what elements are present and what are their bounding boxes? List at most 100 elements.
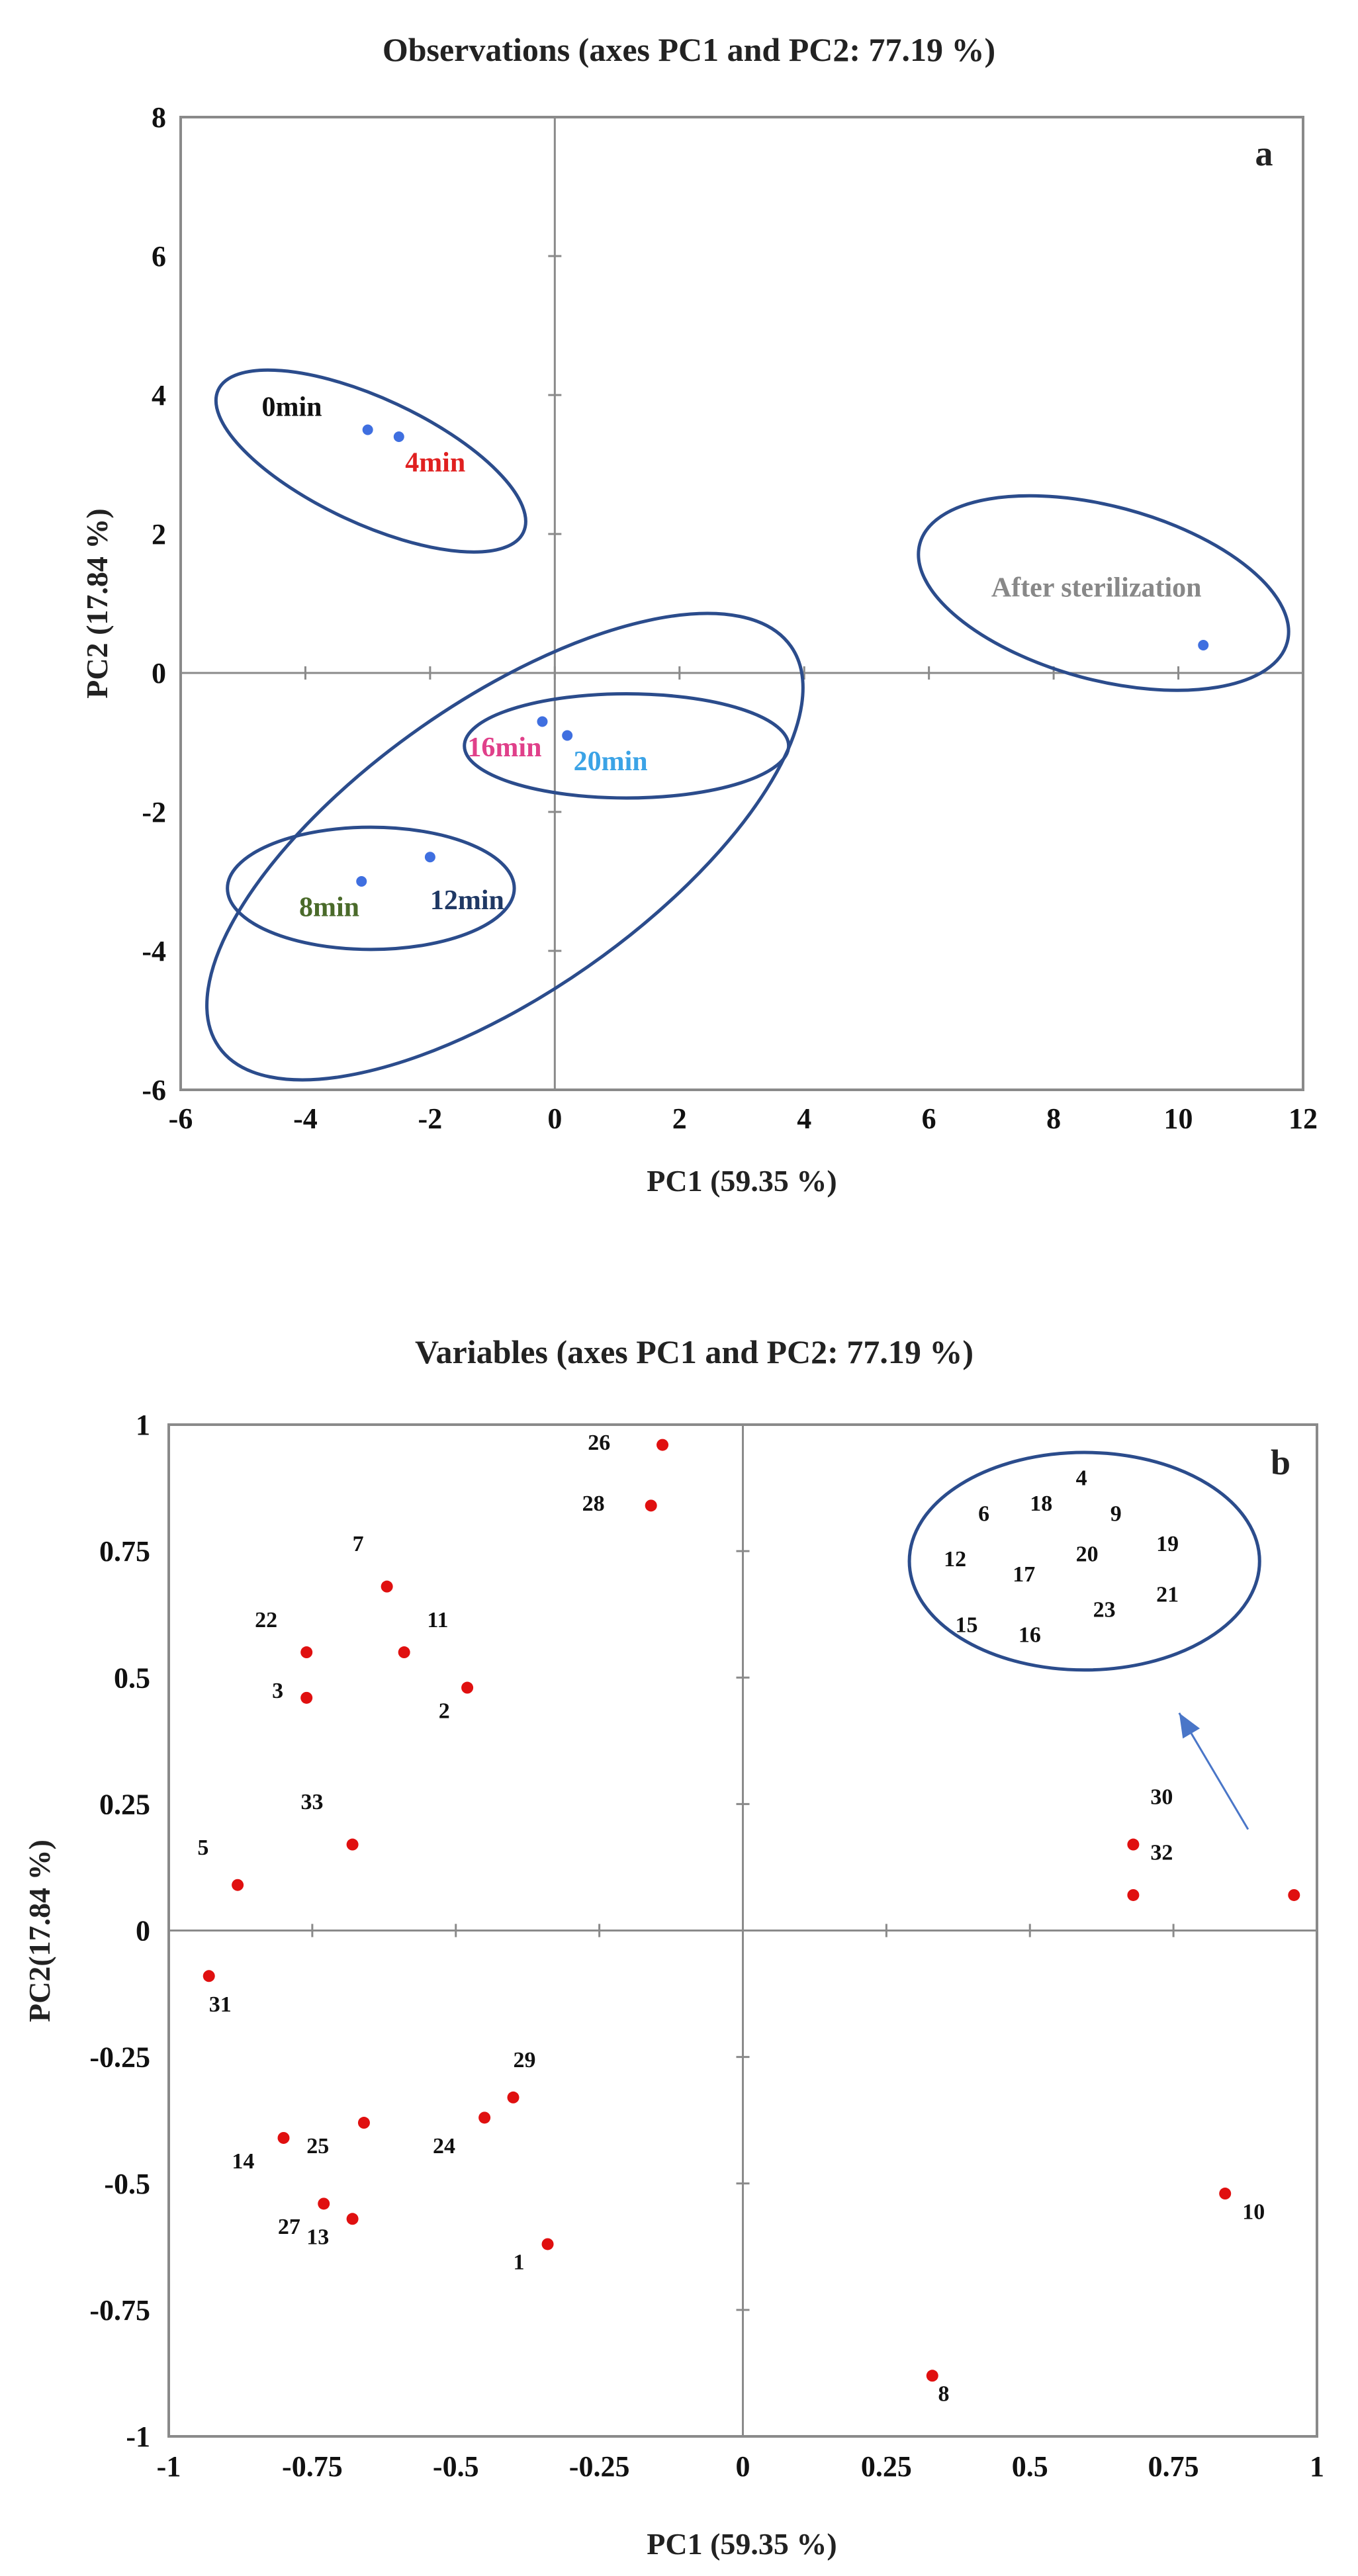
data-point: [232, 1879, 244, 1891]
variable-label: 20: [1076, 1542, 1099, 1566]
data-point: [424, 852, 435, 863]
panel-a-group-labels: 0min 4min 8min 12min 16min 20min After sterili…: [261, 392, 1201, 923]
y-tick-label: 4: [152, 379, 166, 412]
variable-label: 16: [1019, 1623, 1041, 1648]
variable-label: 1: [514, 2250, 525, 2275]
y-tick-label: 2: [152, 518, 166, 551]
data-point: [362, 424, 373, 435]
variable-label: 23: [1093, 1598, 1116, 1622]
data-point: [300, 1691, 313, 1704]
variable-label: 22: [255, 1608, 277, 1632]
panel-b-points: [203, 1439, 1300, 2382]
y-tick-label: 0.25: [99, 1788, 150, 1820]
x-tick-label: -4: [293, 1102, 318, 1135]
cluster-ellipse: [907, 1450, 1261, 1672]
data-point: [507, 2091, 520, 2104]
data-point: [381, 1580, 393, 1593]
variable-label: 18: [1030, 1491, 1052, 1516]
x-tick-label: 0.5: [1012, 2450, 1048, 2483]
cluster-ellipse: [214, 368, 527, 554]
y-tick-label: 0: [152, 657, 166, 689]
x-tick-label: 0: [547, 1102, 562, 1135]
x-tick-label: -2: [418, 1102, 443, 1135]
cluster-ellipse: [226, 825, 516, 952]
panel-b-x-axis-title: PC1 (59.35 %): [647, 2527, 837, 2561]
arrow-head: [1179, 1712, 1200, 1739]
data-point: [300, 1646, 313, 1659]
variable-label: 26: [588, 1431, 610, 1455]
variable-label: 12: [944, 1547, 966, 1572]
data-point: [1127, 1888, 1140, 1901]
data-point: [537, 716, 548, 727]
variable-label: 28: [582, 1491, 605, 1516]
panel-a-ticks: -6 -4 -2 0 2 4 6 8 10 12 -6 -4 -2 0 2 4 6 8: [142, 101, 1318, 1135]
variable-label: 15: [955, 1613, 977, 1637]
variable-label: 25: [306, 2134, 329, 2158]
data-point: [346, 2213, 359, 2225]
variable-label: 19: [1156, 1532, 1179, 1556]
x-tick-label: 0.75: [1148, 2450, 1199, 2483]
y-tick-label: -2: [142, 796, 166, 828]
group-label: 20min: [574, 746, 648, 777]
x-tick-label: 2: [672, 1102, 687, 1135]
x-tick-label: 8: [1046, 1102, 1061, 1135]
variable-label: 7: [353, 1532, 364, 1556]
y-tick-label: -6: [142, 1074, 166, 1106]
panel-a-zero-axes: [181, 117, 1303, 1090]
variable-label: 6: [978, 1501, 989, 1526]
x-tick-label: 0.25: [861, 2450, 912, 2483]
panel-a-points: [356, 424, 1209, 887]
panel-a-plot-frame: [179, 116, 1304, 1091]
panel-b-title: Variables (axes PC1 and PC2: 77.19 %): [415, 1333, 973, 1370]
group-label: After sterilization: [991, 573, 1202, 603]
x-tick-label: -0.25: [569, 2450, 630, 2483]
variable-label: 2: [439, 1699, 450, 1723]
panel-b-y-axis-title: PC2(17.84 %): [23, 1840, 56, 2022]
variable-label: 14: [232, 2149, 254, 2174]
panel-a-y-axis-title: PC2 (17.84 %): [80, 508, 114, 698]
cluster-ellipse: [205, 611, 805, 1082]
y-tick-label: 8: [152, 101, 166, 134]
panel-b-arrow: [1178, 1712, 1249, 1830]
variable-label: 9: [1110, 1501, 1122, 1526]
variable-label: 10: [1242, 2199, 1265, 2224]
data-point: [1288, 1888, 1300, 1901]
data-point: [656, 1439, 669, 1451]
x-tick-label: -0.5: [433, 2450, 479, 2483]
variable-label: 27: [278, 2215, 300, 2239]
y-tick-label: -0.25: [89, 2041, 150, 2074]
data-point: [478, 2111, 491, 2124]
x-tick-label: 1: [1310, 2450, 1324, 2483]
x-tick-label: -1: [157, 2450, 181, 2483]
panel-a-tag: a: [1255, 134, 1273, 173]
panel-b-ellipses: [907, 1450, 1261, 1672]
variable-label: 31: [209, 1992, 232, 2017]
data-point: [277, 2131, 290, 2144]
data-point: [346, 1838, 359, 1851]
data-point: [203, 1970, 215, 1982]
panel-a-ellipses: [205, 368, 1290, 1082]
data-point: [1198, 640, 1209, 650]
panel-b-variables: Variables (axes PC1 and PC2: 77.19 %) -1…: [23, 1333, 1324, 2561]
data-point: [926, 2370, 938, 2382]
data-point: [1219, 2188, 1232, 2200]
cluster-ellipse: [917, 494, 1290, 692]
data-point: [645, 1499, 657, 1512]
y-tick-label: -0.75: [89, 2294, 150, 2327]
y-tick-label: 0.75: [99, 1535, 150, 1568]
y-tick-label: 1: [136, 1409, 150, 1441]
y-tick-label: 0.5: [114, 1662, 150, 1694]
data-point: [398, 1646, 410, 1659]
data-point: [1127, 1838, 1140, 1851]
data-point: [562, 730, 573, 741]
x-tick-label: -0.75: [282, 2450, 343, 2483]
data-point: [357, 2117, 370, 2129]
y-tick-label: -4: [142, 935, 166, 967]
variable-label: 30: [1150, 1785, 1173, 1809]
variable-label: 24: [433, 2134, 455, 2158]
variable-label: 5: [197, 1836, 208, 1860]
data-point: [356, 876, 367, 887]
panel-b-tag: b: [1271, 1443, 1290, 1482]
